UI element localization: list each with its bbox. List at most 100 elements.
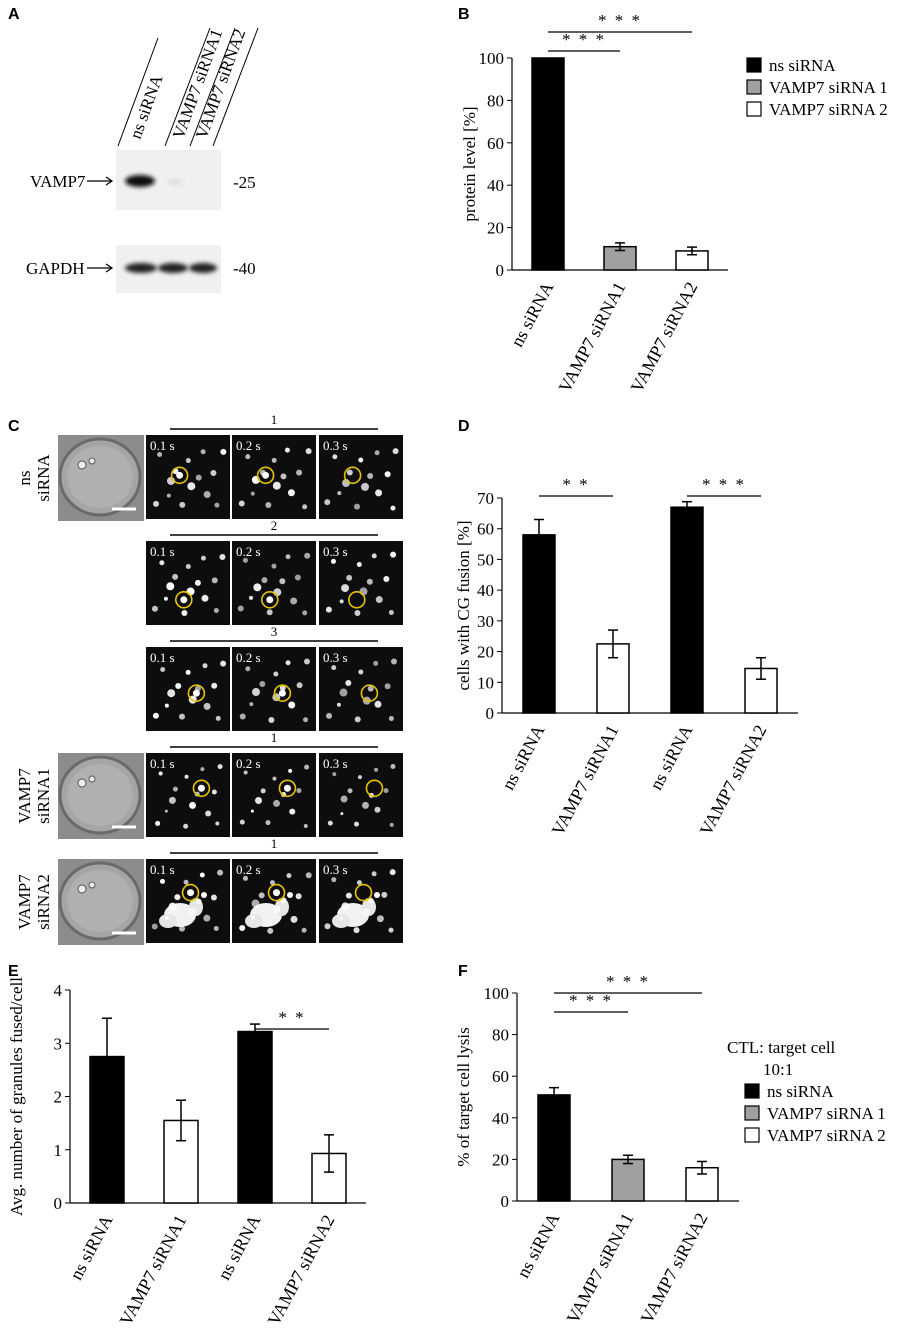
x-tick-label: VAMP7 siRNA1	[548, 721, 623, 838]
event-number: 2	[271, 518, 278, 533]
x-tick-label: VAMP7 siRNA1	[563, 1209, 638, 1326]
y-tick-label: 100	[479, 49, 505, 68]
significance-label: * * *	[569, 991, 613, 1010]
fluorescence-frame: 0.2 s	[232, 541, 316, 625]
x-tick-label: ns siRNA	[646, 721, 697, 793]
significance-label: * *	[562, 475, 589, 494]
condition-label: VAMP7siRNA1	[15, 768, 53, 824]
significance-label: * * *	[606, 972, 650, 991]
x-tick-label: ns siRNA	[498, 721, 549, 793]
western-blot-panel: ns siRNA VAMP7 siRNA1 VAMP7 siRNA2 VAMP7…	[0, 0, 450, 300]
blot-marker-25: -25	[233, 173, 256, 192]
granule-circle	[181, 883, 200, 902]
fluorescence-frame: 0.3 s	[319, 647, 403, 731]
x-tick-label: ns siRNA	[214, 1211, 265, 1283]
y-tick-label: 100	[484, 984, 510, 1003]
granule-circle	[354, 883, 373, 902]
x-tick-label: VAMP7 siRNA2	[637, 1209, 712, 1326]
vamp7-band-ns	[125, 175, 155, 187]
y-tick-label: 40	[492, 1109, 509, 1128]
time-label: 0.2 s	[236, 862, 261, 877]
fluorescence-frame: 0.3 s	[319, 541, 403, 625]
y-tick-label: 60	[492, 1067, 509, 1086]
granule-circle	[187, 684, 206, 703]
event-number: 3	[271, 624, 278, 639]
legend-entry: ns siRNA	[767, 1082, 834, 1101]
time-label: 0.1 s	[150, 862, 175, 877]
blot-row-label-vamp7: VAMP7	[30, 172, 86, 191]
y-tick-label: 20	[477, 643, 494, 662]
granule-circle	[365, 779, 384, 798]
fluorescence-frame: 0.3 s	[319, 859, 403, 943]
legend-entry: VAMP7 siRNA 1	[767, 1104, 886, 1123]
x-tick-label: ns siRNA	[66, 1211, 117, 1283]
fluorescence-frame: 0.3 s	[319, 435, 403, 519]
gapdh-band-3	[189, 263, 217, 273]
panel-letter-e: E	[8, 963, 19, 980]
fluorescence-frame: 0.2 s	[232, 647, 316, 731]
legend-swatch	[746, 57, 762, 73]
granule-circle	[343, 466, 362, 485]
x-tick-label: VAMP7 siRNA2	[696, 721, 771, 838]
y-tick-label: 2	[54, 1088, 63, 1107]
panel-letter-a: A	[8, 6, 20, 23]
brightfield-image	[58, 435, 144, 521]
y-tick-label: 40	[487, 176, 504, 195]
time-label: 0.1 s	[150, 544, 175, 559]
bar	[537, 1094, 571, 1202]
y-axis-label: % of target cell lysis	[455, 1027, 473, 1166]
granule-circle	[267, 883, 286, 902]
event-number: 1	[271, 730, 278, 745]
legend-entry: ns siRNA	[769, 56, 836, 75]
panel-letter-d: D	[458, 418, 470, 435]
x-tick-label: VAMP7 siRNA2	[264, 1211, 339, 1328]
granule-circle	[360, 684, 379, 703]
y-tick-label: 10	[477, 673, 494, 692]
significance-label: * * *	[702, 475, 746, 494]
y-tick-label: 0	[486, 704, 495, 723]
blot-marker-40: -40	[233, 259, 256, 278]
granule-circle	[170, 466, 189, 485]
legend-swatch	[744, 1127, 760, 1143]
fluorescence-frame: 0.1 s	[146, 753, 230, 837]
panel-letter-f: F	[458, 963, 468, 980]
x-tick-label: ns siRNA	[507, 278, 558, 350]
x-tick-label: VAMP7 siRNA2	[627, 278, 702, 395]
time-label: 0.2 s	[236, 756, 261, 771]
gapdh-band-2	[158, 263, 188, 273]
fluorescence-frame: 0.2 s	[232, 859, 316, 943]
granule-circle	[175, 591, 193, 609]
panel-letter-b: B	[458, 6, 470, 23]
blot-lane-headers: ns siRNA VAMP7 siRNA1 VAMP7 siRNA2	[117, 26, 259, 147]
y-tick-label: 0	[54, 1194, 63, 1213]
time-label: 0.3 s	[323, 756, 348, 771]
blot-lane-label-1: ns siRNA	[126, 72, 167, 142]
event-number: 1	[271, 836, 278, 851]
time-label: 0.1 s	[150, 438, 175, 453]
bar	[89, 1055, 125, 1204]
granule-circle	[278, 779, 297, 798]
y-tick-label: 1	[54, 1141, 63, 1160]
chart-e: 0 1 2 3 4 Avg. number of granules fused/cell n…	[7, 977, 366, 1329]
legend-swatch	[746, 79, 762, 95]
y-tick-label: 80	[492, 1026, 509, 1045]
x-tick-label: VAMP7 siRNA1	[555, 278, 630, 395]
bar	[611, 1158, 645, 1202]
gapdh-band-1	[125, 263, 157, 273]
fluorescence-frame: 0.1 s	[146, 859, 230, 943]
time-label: 0.3 s	[323, 438, 348, 453]
y-axis-label: protein level [%]	[460, 106, 479, 221]
significance-label: * * *	[598, 11, 642, 30]
y-tick-label: 3	[54, 1034, 63, 1053]
legend-swatch	[744, 1083, 760, 1099]
granule-circle	[260, 591, 279, 609]
bar	[670, 506, 704, 714]
condition-label: nssiRNA	[15, 454, 53, 502]
y-axis-label: cells with CG fusion [%]	[455, 521, 473, 691]
time-label: 0.3 s	[323, 544, 348, 559]
bar	[531, 57, 565, 271]
y-tick-label: 20	[487, 219, 504, 238]
fluorescence-frame: 0.3 s	[319, 753, 403, 837]
